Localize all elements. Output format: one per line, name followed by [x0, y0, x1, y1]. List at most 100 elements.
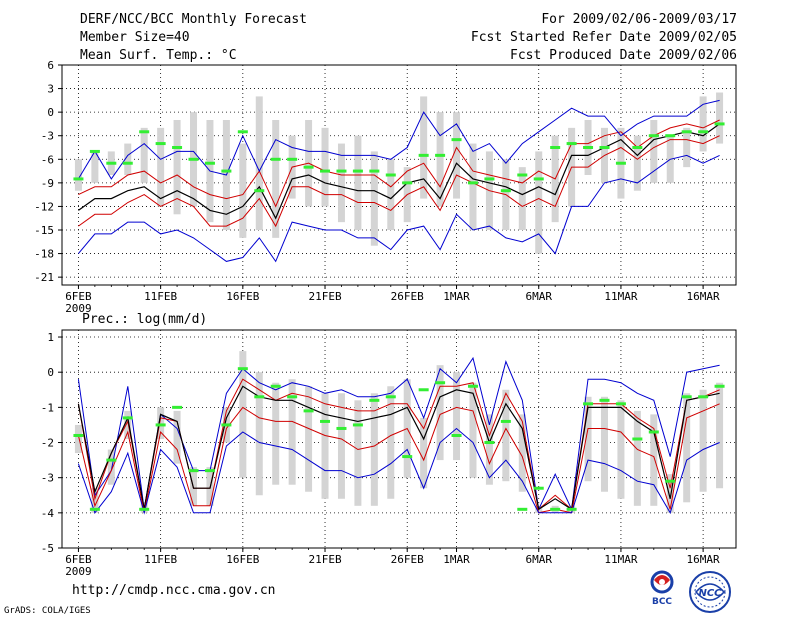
observed-marker [237, 130, 248, 134]
observed-marker [89, 149, 100, 153]
x-tick-label: 6FEB [65, 553, 92, 566]
ncc-logo: NCC [689, 571, 731, 613]
observed-marker [352, 423, 363, 427]
observed-marker [698, 130, 709, 134]
ensemble-spread-bar [337, 393, 345, 499]
x-tick-label: 16MAR [687, 290, 720, 303]
series-line-min [77, 99, 720, 180]
ensemble-spread-bar [239, 143, 247, 238]
y-tick-label: 6 [47, 59, 54, 72]
observed-marker [681, 395, 692, 399]
y-tick-label: -12 [34, 200, 54, 213]
ensemble-spread-bar [140, 127, 148, 183]
ensemble-spread-bar [74, 159, 82, 191]
observed-marker [418, 388, 429, 392]
observed-marker [270, 384, 281, 388]
series-line-mean [78, 123, 720, 220]
y-tick-label: -9 [41, 177, 54, 190]
observed-marker [435, 381, 446, 385]
observed-marker [435, 153, 446, 157]
ensemble-spread-bar [485, 414, 493, 485]
ensemble-spread-bar [173, 120, 181, 215]
observed-marker [172, 146, 183, 149]
ensemble-spread-bar [584, 396, 592, 482]
y-tick-label: -21 [34, 271, 54, 284]
ensemble-spread-bar [157, 127, 165, 207]
observed-marker [369, 169, 380, 173]
x-tick-label: 16FEB [226, 290, 259, 303]
ensemble-spread-bar [272, 120, 280, 238]
ensemble-spread-bar [321, 393, 329, 499]
observed-marker [254, 395, 265, 399]
x-tick-label: 26FEB [391, 290, 424, 303]
ensemble-spread-bar [502, 389, 510, 482]
ensemble-spread-bar [716, 92, 724, 144]
ncc-logo-text: NCC [698, 588, 722, 599]
observed-marker [698, 395, 709, 399]
x-tick-year-label: 2009 [65, 565, 92, 578]
ensemble-spread-bar [699, 389, 707, 492]
member-size-label: Member Size=40 [80, 30, 190, 45]
observed-marker [352, 169, 363, 173]
series-line-max [78, 154, 720, 263]
series-line-lower_std [78, 135, 720, 228]
ensemble-spread-bar [699, 96, 707, 152]
x-tick-label: 16MAR [687, 553, 720, 566]
observed-marker [533, 177, 544, 181]
ensemble-spread-bar [453, 372, 461, 461]
ensemble-spread-bar [600, 396, 608, 492]
series-line-mean [77, 385, 720, 511]
source-url[interactable]: http://cmdp.ncc.cma.gov.cn [72, 583, 276, 598]
observed-marker [303, 165, 314, 169]
x-tick-label: 21FEB [308, 553, 341, 566]
ensemble-spread-bar [288, 379, 296, 485]
x-tick-label: 21FEB [308, 290, 341, 303]
ensemble-spread-bar [255, 372, 263, 496]
observed-marker [583, 402, 594, 406]
observed-marker [402, 181, 413, 185]
x-tick-label: 1MAR [443, 553, 470, 566]
observed-marker [500, 419, 511, 423]
observed-marker [550, 146, 561, 149]
ensemble-spread-bar [305, 386, 313, 492]
x-tick-label: 11MAR [604, 290, 637, 303]
ensemble-spread-bar [633, 410, 641, 506]
observed-marker [204, 469, 215, 473]
observed-marker [270, 157, 281, 161]
observed-marker [369, 398, 380, 402]
ensemble-spread-bar [716, 382, 724, 489]
observed-marker [665, 479, 676, 483]
observed-marker [714, 122, 725, 126]
x-tick-label: 6MAR [525, 553, 552, 566]
ensemble-spread-bar [157, 407, 165, 439]
grads-credit: GrADS: COLA/IGES [4, 606, 91, 616]
observed-marker [221, 423, 232, 427]
y-tick-label: -1 [41, 401, 54, 414]
ensemble-spread-bar [469, 143, 477, 230]
x-tick-label: 11FEB [144, 553, 177, 566]
observed-marker [139, 130, 150, 134]
observed-marker [484, 441, 495, 445]
series-line-min [77, 427, 720, 515]
x-tick-label: 11MAR [604, 553, 637, 566]
observed-marker [599, 146, 610, 149]
observed-marker [648, 430, 659, 434]
observed-marker [122, 416, 133, 420]
observed-marker [139, 507, 150, 511]
observed-marker [89, 507, 100, 511]
series-line-max [77, 356, 720, 512]
x-tick-label: 16FEB [226, 553, 259, 566]
observed-marker [385, 173, 396, 177]
x-tick-label: 6MAR [525, 290, 552, 303]
ensemble-spread-bar [272, 382, 280, 485]
observed-marker [566, 142, 577, 146]
ensemble-spread-bar [107, 449, 115, 485]
ensemble-spread-bar [518, 167, 526, 230]
observed-marker [287, 157, 298, 161]
observed-marker [254, 189, 265, 193]
observed-marker [336, 169, 347, 173]
y-tick-label: -18 [34, 248, 54, 261]
